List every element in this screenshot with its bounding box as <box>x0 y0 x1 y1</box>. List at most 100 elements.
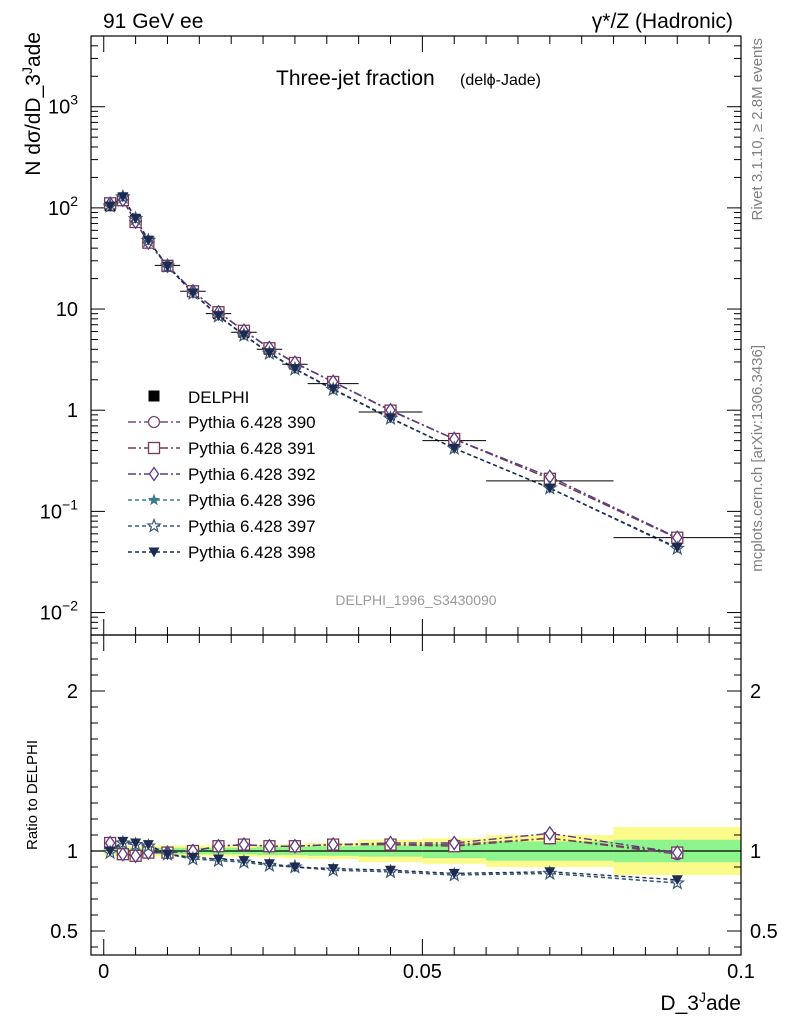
x-axis-label: D_3Jade <box>660 989 741 1015</box>
main-y-tick-exponent: 2 <box>70 193 78 209</box>
legend-marker-1 <box>147 441 161 455</box>
legend: DELPHI Pythia 6.428 390 Pythia 6.428 391 Py… <box>128 388 316 562</box>
legend-marker-3 <box>147 493 161 506</box>
legend-marker-2 <box>148 466 160 482</box>
ratio-marker-5 <box>385 865 397 876</box>
series-marker-5 <box>212 311 224 322</box>
y-axis-label: N dσ/dD_3Jade <box>19 32 45 176</box>
legend-label-5: Pythia 6.428 398 <box>188 543 316 562</box>
ratio-y-tick-label: 1 <box>67 841 78 863</box>
series-marker-5 <box>385 413 397 424</box>
ratio-y-tick-label-right: 2 <box>750 681 761 703</box>
ratio-marker-5 <box>238 856 250 867</box>
main-y-tick-exponent: −2 <box>62 598 78 614</box>
x-axis-label-tail: ade <box>706 992 741 1015</box>
legend-label-3: Pythia 6.428 396 <box>188 491 316 510</box>
series-marker-5 <box>161 261 173 272</box>
mcplots-label: mcplots.cern.ch [arXiv:1306.3436] <box>749 345 766 572</box>
ratio-marker-5 <box>671 875 683 886</box>
ratio-marker-2 <box>117 846 129 862</box>
main-y-tick-label: 1 <box>67 400 78 422</box>
series-marker-5 <box>544 483 556 494</box>
ratio-marker-5 <box>544 867 556 878</box>
ratio-y-axis-label: Ratio to DELPHI <box>24 740 41 850</box>
main-y-tick-label: 10−1 <box>40 496 78 523</box>
main-y-tick-label: 103 <box>48 92 78 119</box>
ratio-marker-5 <box>117 836 129 847</box>
header-left: 91 GeV ee <box>103 10 203 33</box>
x-tick-label: 0 <box>98 961 109 983</box>
legend-marker-4 <box>146 517 162 533</box>
legend-label-1: Pythia 6.428 391 <box>188 439 316 458</box>
chart-title-main: Three-jet fraction <box>276 67 435 90</box>
main-y-tick-base: 1 <box>67 400 78 422</box>
x-tick-label: 0.05 <box>403 961 442 983</box>
main-y-tick-base: 10 <box>48 198 70 220</box>
ratio-y-tick-label: 2 <box>67 681 78 703</box>
ratio-marker-5 <box>142 840 154 851</box>
ratio-marker-2 <box>671 844 683 861</box>
ratio-marker-2 <box>327 836 339 853</box>
ratio-plot: 2 2 1 1 0.5 0.5 0 0.05 0.1 <box>50 634 778 983</box>
series-line-2 <box>109 199 678 539</box>
series-marker-5 <box>117 192 129 203</box>
ratio-marker-5 <box>289 862 301 873</box>
ratio-y-tick-label: 0.5 <box>50 921 78 943</box>
main-y-tick-base: 10 <box>40 603 62 625</box>
legend-marker-0 <box>147 415 161 429</box>
series-marker-5 <box>238 330 250 341</box>
ratio-marker-2 <box>448 835 460 851</box>
ratio-line-5 <box>109 840 678 881</box>
main-y-tick-base: 10 <box>48 97 70 119</box>
ratio-marker-2 <box>130 848 141 864</box>
legend-label-0: Pythia 6.428 390 <box>188 413 316 432</box>
legend-label-data: DELPHI <box>188 388 249 407</box>
main-y-tick-label: 10 <box>56 299 78 321</box>
series-marker-5 <box>448 443 460 454</box>
watermark: DELPHI_1996_S3430090 <box>335 592 496 608</box>
legend-marker-data <box>148 390 160 402</box>
series-marker-5 <box>104 201 116 212</box>
rivet-label: Rivet 3.1.10, ≥ 2.8M events <box>749 38 766 221</box>
series-marker-5 <box>327 384 339 395</box>
main-y-tick-exponent: −1 <box>62 496 78 512</box>
ratio-marker-5 <box>104 846 116 857</box>
ratio-marker-2 <box>385 835 396 851</box>
series-marker-5 <box>671 542 683 553</box>
ratio-y-tick-label-right: 0.5 <box>750 921 778 943</box>
ratio-marker-5 <box>161 849 173 860</box>
series-line-1 <box>109 199 678 539</box>
y-axis-label-tail: ade <box>22 32 45 67</box>
ratio-frame <box>90 634 742 956</box>
ratio-marker-2 <box>264 838 275 854</box>
series-marker-5 <box>142 235 154 246</box>
legend-marker-5 <box>148 547 160 558</box>
main-y-tick-base: 10 <box>56 299 78 321</box>
ratio-marker-5 <box>448 868 460 879</box>
legend-label-2: Pythia 6.428 392 <box>188 465 316 484</box>
series-marker-5 <box>263 348 275 359</box>
ratio-marker-2 <box>289 838 301 854</box>
main-y-tick-base: 10 <box>40 501 62 523</box>
ratio-marker-5 <box>327 864 339 875</box>
series-marker-5 <box>187 288 199 299</box>
main-y-tick-label: 102 <box>48 193 78 220</box>
x-axis-label-sup: J <box>699 989 706 1005</box>
main-y-tick-label: 10−2 <box>40 598 78 625</box>
series-marker-5 <box>289 364 301 375</box>
series-marker-5 <box>130 213 142 224</box>
series-line-0 <box>109 199 678 540</box>
ratio-marker-5 <box>212 854 224 865</box>
main-y-tick-exponent: 3 <box>70 92 78 108</box>
x-tick-label: 0.1 <box>727 961 755 983</box>
ratio-marker-5 <box>187 852 199 863</box>
x-axis-label-main: D_3 <box>660 992 699 1015</box>
ratio-y-tick-label-right: 1 <box>750 841 761 863</box>
header-right: γ*/Z (Hadronic) <box>592 10 733 33</box>
ratio-marker-5 <box>263 859 275 870</box>
y-axis-label-main: N dσ/dD_3 <box>22 74 45 176</box>
ratio-marker-2 <box>238 836 250 853</box>
ratio-marker-2 <box>544 825 556 842</box>
